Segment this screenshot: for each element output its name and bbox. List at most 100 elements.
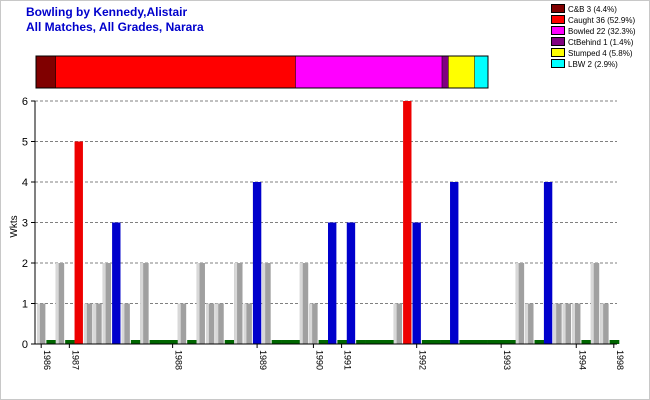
zero-wicket-marker bbox=[46, 340, 57, 344]
zero-wicket-marker bbox=[468, 340, 479, 344]
zero-wicket-marker bbox=[440, 340, 451, 344]
zero-wicket-marker bbox=[290, 340, 301, 344]
y-axis-label: Wkts bbox=[9, 215, 20, 237]
dismissal-segment bbox=[448, 56, 475, 88]
legend-label: LBW 2 (2.9%) bbox=[568, 60, 618, 69]
x-tick-label: 1990 bbox=[314, 350, 324, 370]
chart-title: Bowling by Kennedy,Alistair bbox=[26, 5, 188, 19]
wicket-bar bbox=[37, 303, 46, 344]
x-tick-label: 1991 bbox=[343, 350, 353, 370]
wicket-bar bbox=[590, 263, 600, 344]
wicket-bar bbox=[403, 101, 412, 344]
legend-swatch bbox=[551, 48, 565, 58]
wicket-bar bbox=[205, 303, 215, 344]
zero-wicket-marker bbox=[609, 340, 620, 344]
legend-swatch bbox=[551, 37, 565, 47]
wicket-bar-highlight bbox=[83, 303, 87, 344]
zero-wicket-marker bbox=[459, 340, 470, 344]
wicket-bar bbox=[215, 303, 224, 344]
dismissal-bar-border bbox=[35, 55, 489, 89]
y-tick-label: 1 bbox=[22, 299, 28, 311]
legend-label: Stumped 4 (5.8%) bbox=[568, 49, 633, 58]
x-tick-label: 1989 bbox=[258, 350, 268, 370]
wicket-bar-highlight bbox=[55, 263, 59, 344]
wicket-bar bbox=[93, 303, 102, 344]
wicket-bar-highlight bbox=[243, 303, 247, 344]
wicket-bar bbox=[234, 263, 243, 344]
wicket-bar-highlight bbox=[140, 263, 144, 344]
wicket-bar-highlight bbox=[562, 303, 566, 344]
wicket-bar bbox=[572, 303, 581, 344]
zero-wicket-marker bbox=[384, 340, 395, 344]
wicket-bar-highlight bbox=[309, 303, 313, 344]
zero-wicket-marker bbox=[65, 340, 75, 344]
wicket-bar bbox=[328, 222, 337, 344]
x-tick-label: 1994 bbox=[577, 350, 587, 370]
zero-wicket-marker bbox=[159, 340, 169, 344]
wicket-bar-highlight bbox=[121, 303, 125, 344]
zero-wicket-marker bbox=[224, 340, 235, 344]
wicket-bar-highlight bbox=[37, 303, 40, 344]
legend-label: Bowled 22 (32.3%) bbox=[568, 27, 636, 36]
dismissal-segment bbox=[442, 56, 449, 88]
wicket-bar-highlight bbox=[299, 263, 303, 344]
wicket-bar bbox=[83, 303, 93, 344]
wicket-bar bbox=[346, 222, 356, 344]
legend-swatch bbox=[551, 26, 565, 36]
wicket-bar bbox=[121, 303, 130, 344]
legend-item: Caught 36 (52.9%) bbox=[551, 15, 636, 26]
zero-wicket-marker bbox=[356, 340, 366, 344]
zero-wicket-marker bbox=[506, 340, 517, 344]
zero-wicket-marker bbox=[271, 340, 282, 344]
y-tick-label: 6 bbox=[22, 96, 28, 108]
x-tick-label: 1988 bbox=[174, 350, 184, 370]
dismissal-segment bbox=[295, 56, 443, 88]
zero-wicket-marker bbox=[281, 340, 291, 344]
wicket-bar-highlight bbox=[177, 303, 181, 344]
wicket-bar bbox=[600, 303, 609, 344]
wicket-bar bbox=[393, 303, 403, 344]
wicket-bar bbox=[196, 263, 205, 344]
wicket-bar bbox=[177, 303, 187, 344]
zero-wicket-marker bbox=[478, 340, 488, 344]
wicket-bar-highlight bbox=[515, 263, 519, 344]
wicket-bar bbox=[102, 263, 112, 344]
wicket-bar-highlight bbox=[215, 303, 219, 344]
wicket-bar bbox=[525, 303, 534, 344]
wicket-bar-highlight bbox=[196, 263, 200, 344]
legend: C&B 3 (4.4%) Caught 36 (52.9%) Bowled 22 (… bbox=[551, 4, 636, 70]
zero-wicket-marker bbox=[431, 340, 441, 344]
x-tick-label: 1993 bbox=[502, 350, 512, 370]
x-tick-label: 1987 bbox=[70, 350, 80, 370]
wicket-bar-highlight bbox=[262, 263, 266, 344]
legend-swatch bbox=[551, 59, 565, 69]
legend-label: Caught 36 (52.9%) bbox=[568, 16, 636, 25]
y-tick-label: 5 bbox=[22, 137, 28, 149]
wicket-bar bbox=[112, 222, 121, 344]
chart-subtitle: All Matches, All Grades, Narara bbox=[26, 20, 204, 34]
wicket-bar bbox=[74, 141, 83, 344]
wicket-bar bbox=[562, 303, 572, 344]
zero-wicket-marker bbox=[168, 340, 179, 344]
legend-swatch bbox=[551, 15, 565, 25]
wicket-bar bbox=[515, 263, 525, 344]
wicket-bar-highlight bbox=[590, 263, 594, 344]
wicket-bar bbox=[450, 182, 459, 344]
zero-wicket-marker bbox=[365, 340, 376, 344]
zero-wicket-marker bbox=[130, 340, 141, 344]
legend-item: C&B 3 (4.4%) bbox=[551, 4, 636, 15]
wicket-bar-highlight bbox=[572, 303, 575, 344]
y-tick-label: 3 bbox=[22, 218, 28, 230]
wicket-bar-highlight bbox=[234, 263, 238, 344]
wicket-bar bbox=[140, 263, 149, 344]
zero-wicket-marker bbox=[581, 340, 592, 344]
dismissal-segment bbox=[36, 56, 56, 88]
x-tick-label: 1998 bbox=[615, 350, 625, 370]
zero-wicket-marker bbox=[487, 340, 498, 344]
y-tick-label: 2 bbox=[22, 258, 28, 270]
legend-item: Stumped 4 (5.8%) bbox=[551, 48, 636, 59]
wicket-bar bbox=[412, 222, 421, 344]
zero-wicket-marker bbox=[318, 340, 329, 344]
y-tick-label: 4 bbox=[22, 177, 28, 189]
